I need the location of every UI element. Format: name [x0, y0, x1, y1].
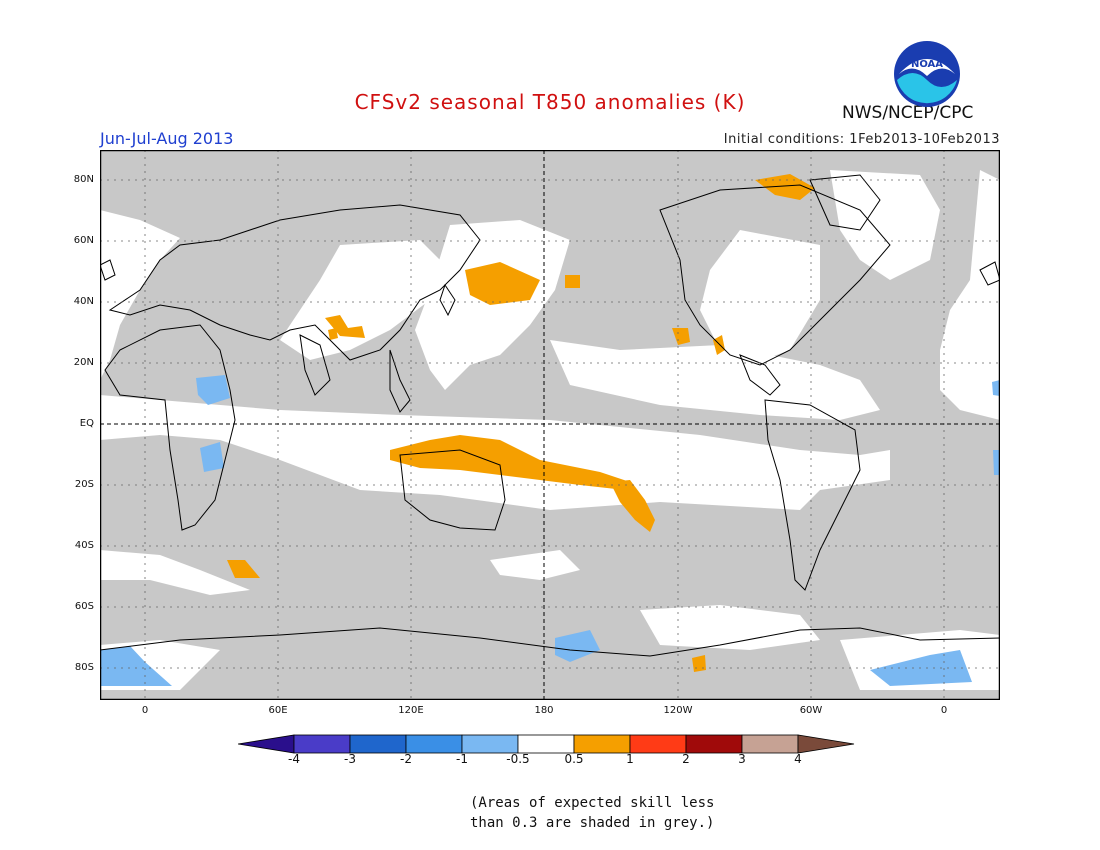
colorbar-tick-label: -1	[456, 752, 468, 766]
colorbar-tick-label: 1	[626, 752, 634, 766]
colorbar-tick-label: -3	[344, 752, 356, 766]
colorbar-tick-label: -4	[288, 752, 300, 766]
colorbar-segment	[349, 734, 407, 754]
skill-note-line-1: (Areas of expected skill less	[470, 795, 715, 811]
agency-label: NWS/NCEP/CPC	[842, 103, 974, 123]
colorbar-tick-label: 2	[682, 752, 690, 766]
lat-label: 40S	[74, 540, 94, 551]
colorbar-tick-label: 4	[794, 752, 802, 766]
skill-note: (Areas of expected skill less than 0.3 a…	[470, 793, 720, 833]
lon-label: 120E	[398, 705, 424, 716]
colorbar-segment	[685, 734, 743, 754]
warm-anomaly-regions	[227, 174, 815, 672]
colorbar-segment	[461, 734, 519, 754]
lat-label: 80N	[73, 174, 94, 185]
colorbar-segment	[573, 734, 631, 754]
lat-label: 20S	[74, 479, 94, 490]
colorbar-segment	[405, 734, 463, 754]
colorbar-segment	[517, 734, 575, 754]
colorbar-tick-label: -0.5	[506, 752, 530, 766]
colorbar-segment	[293, 734, 351, 754]
lon-label: 0	[141, 705, 149, 716]
graticule	[100, 150, 1000, 700]
colorbar-tick-label: -2	[400, 752, 412, 766]
lat-label: EQ	[79, 418, 94, 429]
colorbar-arrow-low	[238, 734, 295, 754]
chart-title: CFSv2 seasonal T850 anomalies (K)	[354, 90, 746, 114]
map-frame	[100, 150, 1000, 700]
forecast-period: Jun-Jul-Aug 2013	[100, 129, 234, 148]
lat-label: 60N	[73, 235, 94, 246]
noaa-logo: NOAA	[894, 41, 960, 107]
lon-label: 180	[534, 705, 554, 716]
logo-text: NOAA	[911, 59, 943, 70]
lon-label: 0	[940, 705, 948, 716]
colorbar	[238, 734, 855, 754]
skill-note-line-2: than 0.3 are shaded in grey.)	[470, 815, 715, 831]
initial-conditions: Initial conditions: 1Feb2013-10Feb2013	[723, 132, 1000, 147]
lat-label: 60S	[74, 601, 94, 612]
lat-label: 80S	[74, 662, 94, 673]
colorbar-arrow-high	[797, 734, 855, 754]
lat-label: 20N	[73, 357, 94, 368]
colorbar-tick-label: 3	[738, 752, 746, 766]
lon-label: 60W	[799, 705, 823, 716]
anomaly-map	[100, 150, 1000, 700]
lat-label: 40N	[73, 296, 94, 307]
equator-dateline	[100, 150, 1000, 700]
lon-label: 120W	[663, 705, 693, 716]
coastlines	[100, 174, 1000, 657]
colorbar-segment	[741, 734, 799, 754]
colorbar-tick-label: 0.5	[564, 752, 584, 766]
lon-label: 60E	[268, 705, 288, 716]
colorbar-segment	[629, 734, 687, 754]
